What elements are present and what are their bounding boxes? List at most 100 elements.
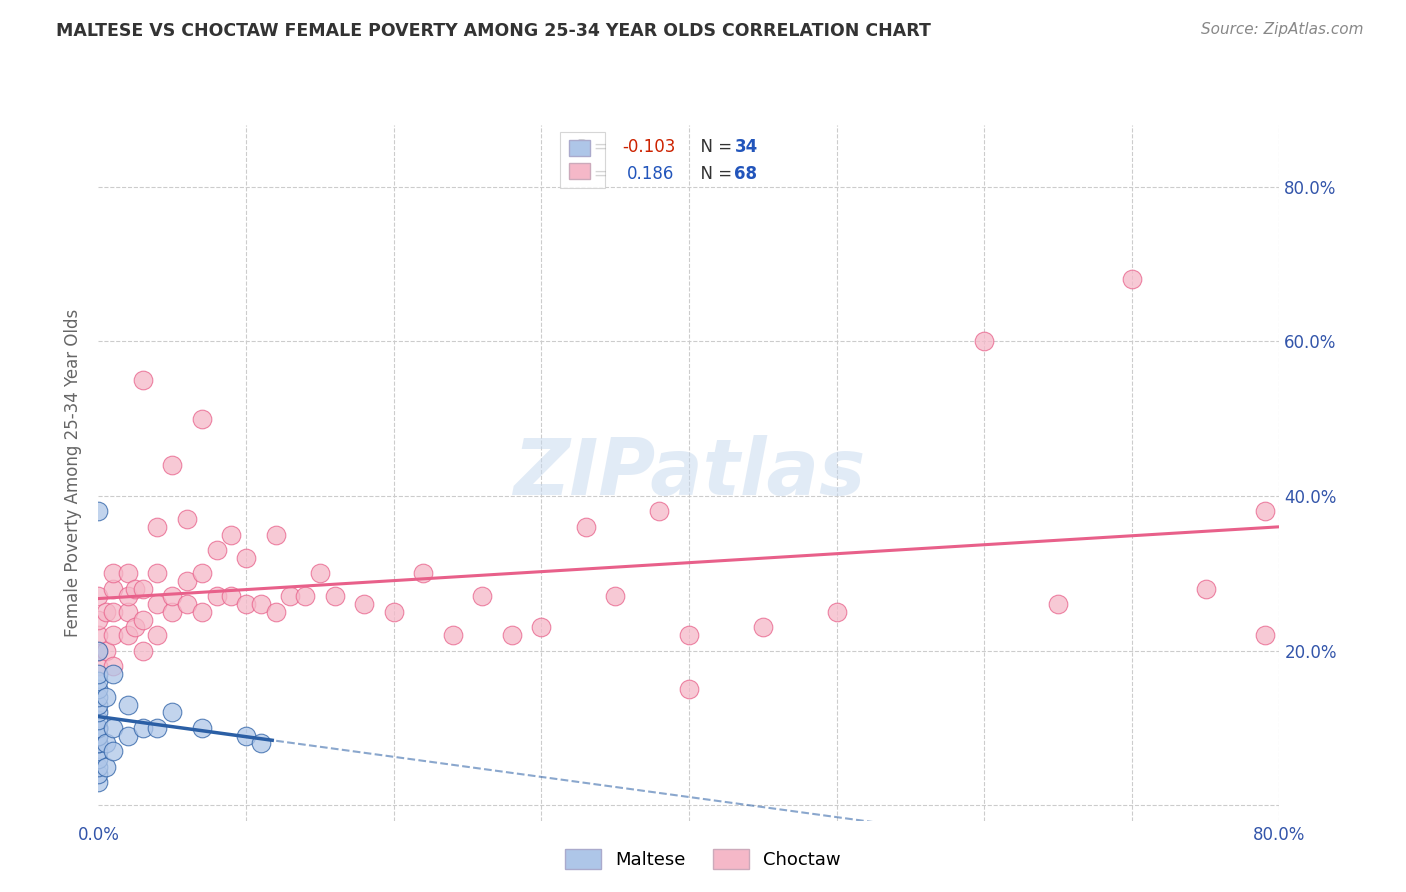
Point — [117, 698, 139, 712]
Point — [103, 566, 125, 581]
Point — [162, 590, 183, 604]
Point — [191, 566, 214, 581]
Point — [678, 682, 700, 697]
Point — [87, 628, 110, 642]
Point — [87, 767, 110, 781]
Point — [103, 659, 125, 673]
Point — [176, 574, 198, 588]
Point — [205, 590, 228, 604]
Point — [117, 729, 139, 743]
Point — [87, 643, 110, 657]
Point — [1195, 582, 1218, 596]
Point — [176, 512, 198, 526]
Point — [87, 729, 110, 743]
Point — [103, 721, 125, 735]
Text: N =: N = — [689, 165, 737, 183]
Point — [162, 458, 183, 472]
Text: MALTESE VS CHOCTAW FEMALE POVERTY AMONG 25-34 YEAR OLDS CORRELATION CHART: MALTESE VS CHOCTAW FEMALE POVERTY AMONG … — [56, 22, 931, 40]
Point — [162, 605, 183, 619]
Text: -0.103: -0.103 — [623, 138, 675, 156]
Y-axis label: Female Poverty Among 25-34 Year Olds: Female Poverty Among 25-34 Year Olds — [65, 309, 83, 637]
Point — [87, 698, 110, 712]
Point — [235, 729, 257, 743]
Point — [264, 527, 287, 541]
Point — [87, 690, 110, 704]
Point — [87, 590, 110, 604]
Point — [87, 643, 110, 657]
Point — [1121, 272, 1143, 286]
Point — [825, 605, 848, 619]
Point — [219, 527, 242, 541]
Text: N =: N = — [689, 138, 737, 156]
Point — [87, 752, 110, 766]
Point — [294, 590, 316, 604]
Text: ZIPatlas: ZIPatlas — [513, 434, 865, 511]
Point — [94, 736, 117, 750]
Point — [124, 582, 146, 596]
Point — [219, 590, 242, 604]
Point — [87, 736, 110, 750]
Point — [530, 620, 553, 634]
Point — [191, 411, 214, 425]
Point — [132, 613, 155, 627]
Point — [103, 666, 125, 681]
Point — [87, 666, 110, 681]
Point — [441, 628, 464, 642]
Point — [382, 605, 405, 619]
Text: 34: 34 — [734, 138, 758, 156]
Point — [162, 706, 183, 720]
Text: R =: R = — [578, 138, 613, 156]
Point — [87, 706, 110, 720]
Point — [87, 721, 110, 735]
Point — [146, 628, 169, 642]
Point — [264, 605, 287, 619]
Point — [87, 721, 110, 735]
Point — [87, 613, 110, 627]
Point — [309, 566, 332, 581]
Point — [103, 582, 125, 596]
Point — [250, 736, 273, 750]
Point — [191, 721, 214, 735]
Point — [146, 597, 169, 611]
Point — [973, 334, 995, 349]
Point — [103, 744, 125, 758]
Point — [87, 682, 110, 697]
Point — [191, 605, 214, 619]
Point — [471, 590, 494, 604]
Point — [103, 628, 125, 642]
Point — [87, 713, 110, 727]
Legend: , : , — [561, 132, 605, 187]
Point — [87, 736, 110, 750]
Point — [132, 373, 155, 387]
Text: R =: R = — [578, 165, 619, 183]
Point — [132, 643, 155, 657]
Point — [146, 566, 169, 581]
Point — [412, 566, 434, 581]
Point — [132, 721, 155, 735]
Point — [132, 582, 155, 596]
Point — [87, 744, 110, 758]
Point — [117, 566, 139, 581]
Point — [146, 520, 169, 534]
Point — [235, 597, 257, 611]
Point — [648, 504, 671, 518]
Point — [1046, 597, 1069, 611]
Point — [117, 628, 139, 642]
Point — [103, 605, 125, 619]
Text: 0.186: 0.186 — [627, 165, 675, 183]
Point — [235, 550, 257, 565]
Point — [146, 721, 169, 735]
Point — [278, 590, 302, 604]
Point — [205, 543, 228, 558]
Point — [605, 590, 627, 604]
Point — [87, 775, 110, 789]
Text: 68: 68 — [734, 165, 758, 183]
Point — [353, 597, 375, 611]
Point — [87, 504, 110, 518]
Point — [501, 628, 523, 642]
Point — [117, 590, 139, 604]
Point — [94, 643, 117, 657]
Point — [87, 674, 110, 689]
Point — [117, 605, 139, 619]
Point — [1254, 504, 1277, 518]
